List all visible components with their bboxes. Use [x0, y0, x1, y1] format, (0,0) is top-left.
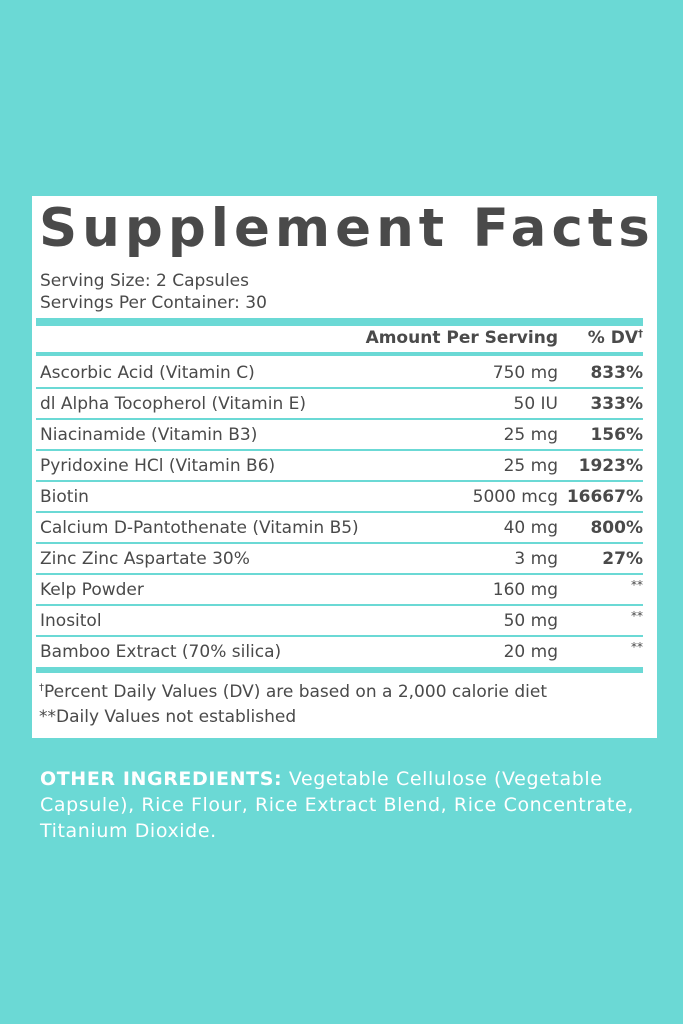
nutrient-name: Calcium D-Pantothenate (Vitamin B5)	[40, 518, 359, 538]
footnote-not-established: **Daily Values not established	[39, 707, 297, 727]
serving-size: Serving Size: 2 Capsules	[40, 271, 249, 291]
daily-value: 833%	[590, 363, 643, 383]
nutrient-row: Zinc Zinc Aspartate 30% 3 mg 27%	[32, 544, 657, 575]
amount: 25 mg	[503, 425, 558, 445]
row-divider	[36, 418, 643, 420]
row-divider	[36, 511, 643, 513]
nutrient-name: dl Alpha Tocopherol (Vitamin E)	[40, 394, 306, 414]
other-text: Vegetable Cellulose (Vegetable Capsule),…	[40, 768, 634, 842]
nutrient-name: Inositol	[40, 611, 102, 631]
daily-value: 27%	[602, 549, 643, 569]
nutrient-name: Kelp Powder	[40, 580, 144, 600]
row-divider	[36, 387, 643, 389]
divider-thick	[36, 667, 643, 673]
row-divider	[36, 449, 643, 451]
nutrient-row: Niacinamide (Vitamin B3) 25 mg 156%	[32, 420, 657, 451]
nutrient-row: Biotin 5000 mcg 16667%	[32, 482, 657, 513]
footnote-mark: †	[39, 682, 44, 694]
daily-value: **	[631, 609, 643, 623]
amount: 50 mg	[503, 611, 558, 631]
divider	[36, 352, 643, 356]
row-divider	[36, 573, 643, 575]
nutrient-name: Pyridoxine HCl (Vitamin B6)	[40, 456, 276, 476]
nutrient-name: Biotin	[40, 487, 89, 507]
row-divider	[36, 542, 643, 544]
amount: 40 mg	[503, 518, 558, 538]
amount: 25 mg	[503, 456, 558, 476]
amount: 50 IU	[513, 394, 559, 414]
row-divider	[36, 604, 643, 606]
servings-per-container: Servings Per Container: 30	[40, 293, 267, 313]
nutrient-name: Niacinamide (Vitamin B3)	[40, 425, 258, 445]
daily-value: 156%	[590, 425, 643, 445]
amount: 3 mg	[514, 549, 558, 569]
footnote-text: Percent Daily Values (DV) are based on a…	[44, 682, 548, 702]
dv-header-text: % DV	[587, 328, 638, 348]
footnote-dv: †Percent Daily Values (DV) are based on …	[39, 682, 547, 702]
amount: 5000 mcg	[472, 487, 558, 507]
title: Supplement Facts	[39, 198, 655, 259]
nutrient-row: Ascorbic Acid (Vitamin C) 750 mg 833%	[32, 358, 657, 389]
nutrient-row: Bamboo Extract (70% silica) 20 mg **	[32, 637, 657, 668]
amount: 20 mg	[503, 642, 558, 662]
divider-thick	[36, 318, 643, 326]
other-ingredients: OTHER INGREDIENTS: Vegetable Cellulose (…	[40, 766, 650, 844]
daily-value: 16667%	[566, 487, 643, 507]
daily-value: 1923%	[578, 456, 643, 476]
nutrient-name: Ascorbic Acid (Vitamin C)	[40, 363, 255, 383]
nutrient-row: Pyridoxine HCl (Vitamin B6) 25 mg 1923%	[32, 451, 657, 482]
row-divider	[36, 635, 643, 637]
amount: 750 mg	[492, 363, 558, 383]
dv-mark: †	[638, 328, 643, 340]
daily-value: **	[631, 578, 643, 592]
amount-header: Amount Per Serving	[365, 328, 558, 348]
nutrient-row: Inositol 50 mg **	[32, 606, 657, 637]
daily-value: 333%	[590, 394, 643, 414]
facts-panel: Supplement Facts Serving Size: 2 Capsule…	[32, 196, 657, 738]
nutrient-name: Zinc Zinc Aspartate 30%	[40, 549, 250, 569]
row-divider	[36, 480, 643, 482]
other-label: OTHER INGREDIENTS:	[40, 768, 283, 790]
nutrient-row: Kelp Powder 160 mg **	[32, 575, 657, 606]
nutrient-row: dl Alpha Tocopherol (Vitamin E) 50 IU 333%	[32, 389, 657, 420]
amount: 160 mg	[492, 580, 558, 600]
dv-header: % DV†	[588, 328, 643, 348]
daily-value: **	[631, 640, 643, 654]
nutrient-row: Calcium D-Pantothenate (Vitamin B5) 40 mg…	[32, 513, 657, 544]
nutrient-name: Bamboo Extract (70% silica)	[40, 642, 282, 662]
daily-value: 800%	[590, 518, 643, 538]
